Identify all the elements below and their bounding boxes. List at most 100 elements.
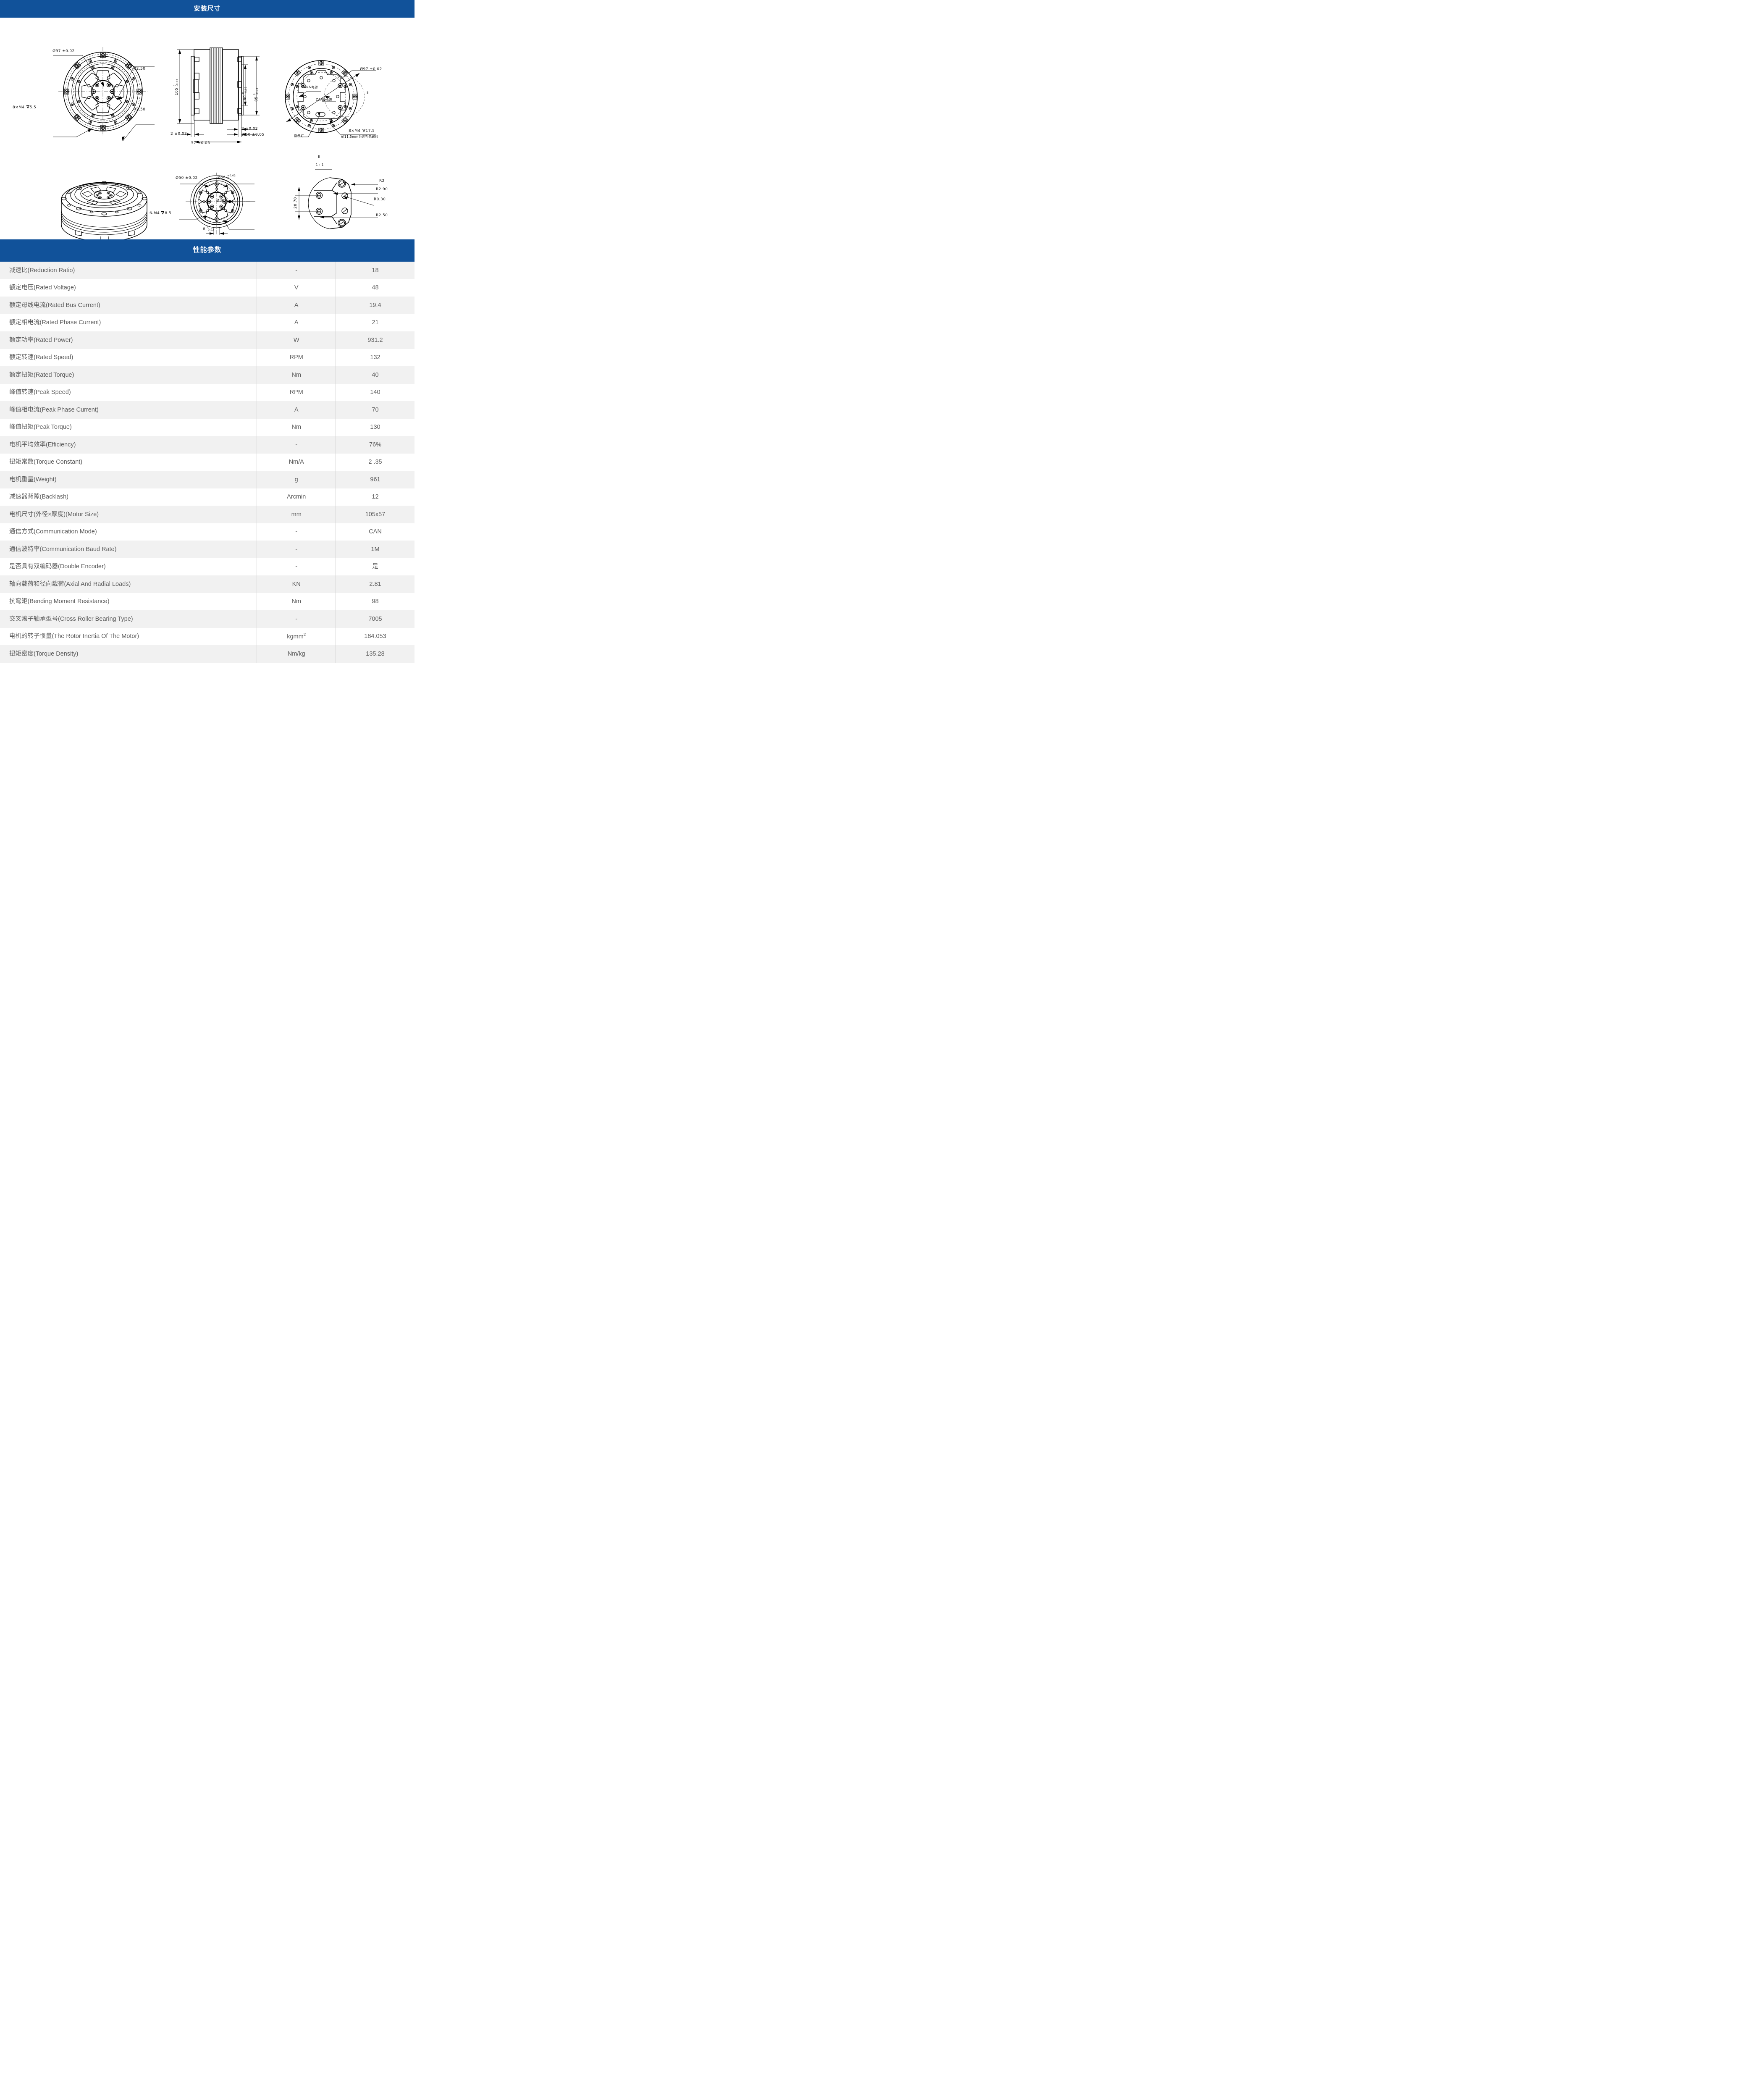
flange-width-8-label: 8 0 -0.02: [203, 226, 214, 232]
depth-symbol-icon: [26, 105, 29, 109]
table-row: 额定母线电流(Rated Bus Current) A 19.4: [0, 297, 415, 314]
spec-name: 轴向载荷和径向载荷(Axial And Radial Loads): [9, 580, 131, 588]
table-row: 通信波特率(Communication Baud Rate) -1M: [0, 541, 415, 558]
table-row: 是否具有双编码器(Double Encoder) - 是: [0, 558, 415, 575]
spec-unit: KN: [257, 575, 336, 593]
spec-name: 通信波特率(Communication Baud Rate): [9, 546, 117, 553]
spec-name: 峰值相电流(Peak Phase Current): [9, 406, 99, 413]
table-row: 减速比(Reduction Ratio) -18: [0, 262, 415, 279]
spec-unit: A: [257, 297, 336, 314]
spec-value: 19.4: [335, 297, 415, 314]
table-row: 峰值相电流(Peak Phase Current) A 70: [0, 401, 415, 419]
table-row: 额定扭矩(Rated Torque) Nm 40: [0, 366, 415, 384]
detail-mark-label: Ⅱ: [318, 155, 320, 159]
spec-unit: -: [257, 523, 336, 541]
front-radius-bottom-label: R2.50: [134, 108, 146, 112]
spec-unit: A: [257, 314, 336, 331]
spec-unit: V: [257, 279, 336, 297]
flange-thread-holes-label: 6-M4 8.5: [150, 211, 171, 215]
spec-unit: RPM: [257, 383, 336, 401]
depth-symbol-icon: [362, 129, 365, 132]
spec-name: 交叉滚子轴承型号(Cross Roller Bearing Type): [9, 615, 133, 622]
detail-r250-label: R2.50: [376, 213, 388, 218]
spec-unit: Nm/A: [257, 453, 336, 471]
spec-unit: Nm: [257, 366, 336, 384]
spec-name: 额定相电流(Rated Phase Current): [9, 319, 101, 326]
table-row: 电机尺寸(外径×厚度)(Motor Size) mm 105x57: [0, 506, 415, 523]
rear-detail-mark: Ⅱ: [367, 91, 369, 95]
rear-thread-holes-label: 8×M4 17.5: [349, 129, 375, 133]
spec-unit: -: [257, 262, 336, 279]
table-row: 峰值转速(Peak Speed) RPM 140: [0, 383, 415, 401]
front-thread-holes-label: 8×M4 5.5: [13, 105, 37, 110]
table-row: 交叉滚子轴承型号(Cross Roller Bearing Type) -7005: [0, 610, 415, 628]
side-section-view: [168, 39, 265, 144]
front-diameter-97-label: Ø97 ±0.02: [52, 49, 75, 53]
spec-unit: -: [257, 436, 336, 454]
detail-height-label: 20.70: [294, 197, 298, 209]
depth-symbol-icon: [161, 211, 165, 215]
drawings-area: Ø97 ±0.02 R2.50 R2.50 8×M4 5.5: [0, 18, 415, 239]
spec-name: 减速器背隙(Backlash): [9, 494, 68, 501]
side-dim-60-label: 60 0 -0.03: [242, 86, 248, 100]
rear-indicator-label: 指示灯: [294, 134, 304, 138]
spec-name: 抗弯矩(Bending Moment Resistance): [9, 598, 110, 605]
spec-name: 额定电压(Rated Voltage): [9, 284, 76, 291]
spec-name: 电机的转子惯量(The Rotor Inertia Of The Motor): [9, 633, 139, 640]
spec-name: 电机重量(Weight): [9, 476, 57, 483]
spec-name: 额定功率(Rated Power): [9, 336, 73, 344]
spec-value: 21: [335, 314, 415, 331]
flange-diameter-54-label: Ø54 +0.02 0: [218, 174, 236, 180]
table-row: 电机重量(Weight) g 961: [0, 471, 415, 488]
table-row: 电机平均效率(Efficiency) -76%: [0, 436, 415, 454]
spec-unit: -: [257, 558, 336, 575]
spec-value: 184.053: [335, 627, 415, 645]
table-row: 扭矩密度(Torque Density) Nm/kg 135.28: [0, 645, 415, 663]
spec-name: 额定转速(Rated Speed): [9, 354, 73, 361]
spec-value: 961: [335, 471, 415, 488]
output-flange-view: [176, 172, 260, 239]
table-row: 电机的转子惯量(The Rotor Inertia Of The Motor) k…: [0, 627, 415, 645]
table-row: 峰值扭矩(Peak Torque) Nm 130: [0, 418, 415, 436]
spec-unit: Nm: [257, 418, 336, 436]
spec-value: 105x57: [335, 506, 415, 523]
spec-value: 是: [335, 558, 415, 575]
rear-connector-1-label: CAN&电源: [302, 85, 318, 89]
spec-value: 7005: [335, 610, 415, 628]
table-row: 扭矩常数(Torque Constant) Nm/A 2 .35: [0, 453, 415, 471]
spec-value: 76%: [335, 436, 415, 454]
flange-diameter-50-label: Ø50 ±0.02: [176, 176, 198, 180]
isometric-product-view: [54, 167, 155, 239]
spec-name: 减速比(Reduction Ratio): [9, 267, 75, 274]
spec-value: 40: [335, 366, 415, 384]
detail-r030-label: R0.30: [374, 197, 386, 202]
spec-unit: A: [257, 401, 336, 419]
spec-value: 931.2: [335, 331, 415, 349]
spec-unit: Arcmin: [257, 488, 336, 506]
detail-r2-label: R2: [379, 179, 385, 183]
detail-scale-label: 1 : 1: [316, 163, 324, 167]
spec-unit: RPM: [257, 349, 336, 366]
spec-name: 扭矩密度(Torque Density): [9, 650, 79, 657]
spec-value: 12: [335, 488, 415, 506]
spec-name: 扭矩常数(Torque Constant): [9, 459, 83, 466]
table-row: 额定电压(Rated Voltage) V 48: [0, 279, 415, 297]
side-flange-label: 3.50 ±0.05: [241, 133, 265, 137]
table-row: 额定转速(Rated Speed) RPM 132: [0, 349, 415, 366]
spec-table-body: 减速比(Reduction Ratio) -18 额定电压(Rated Voltag…: [0, 262, 415, 663]
table-row: 额定相电流(Rated Phase Current) A 21: [0, 314, 415, 331]
spec-name: 额定扭矩(Rated Torque): [9, 371, 74, 378]
side-dim-105-label: 105 0 -0.03: [173, 79, 179, 95]
rear-face-view: [277, 50, 378, 147]
spec-value: 2.81: [335, 575, 415, 593]
spec-name: 电机平均效率(Efficiency): [9, 441, 76, 448]
table-row: 减速器背隙(Backlash) Arcmin 12: [0, 488, 415, 506]
section-header-dimensions: 安装尺寸: [0, 0, 415, 18]
spec-value: 1M: [335, 541, 415, 558]
spec-unit: mm: [257, 506, 336, 523]
spec-value: 98: [335, 593, 415, 610]
spec-name: 额定母线电流(Rated Bus Current): [9, 302, 100, 309]
spec-unit: Nm/kg: [257, 645, 336, 663]
performance-spec-table: 减速比(Reduction Ratio) -18 额定电压(Rated Voltag…: [0, 262, 415, 663]
spec-value: 70: [335, 401, 415, 419]
